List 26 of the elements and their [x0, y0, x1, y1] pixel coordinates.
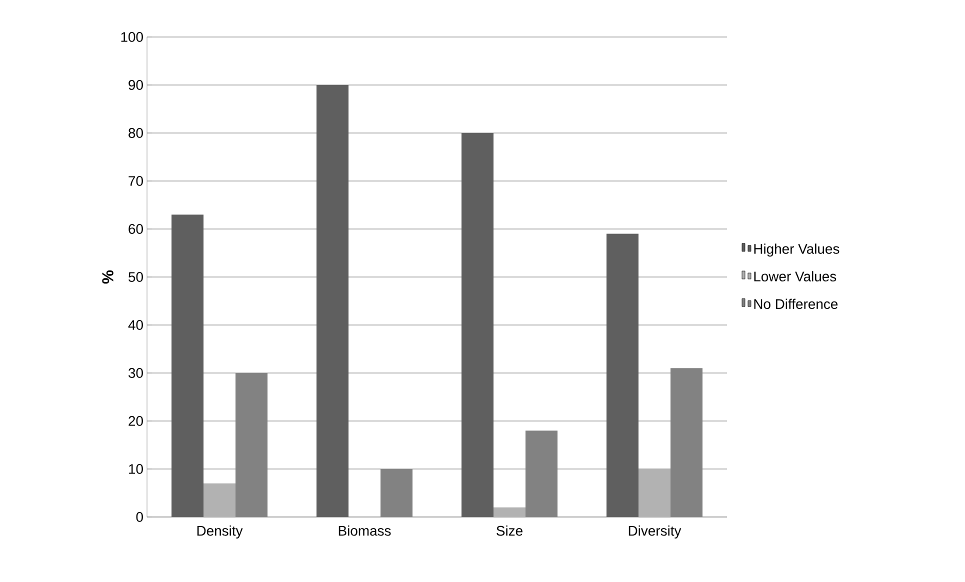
y-tick-label: 100 — [121, 32, 143, 42]
legend-label: Higher Values — [754, 244, 840, 257]
y-tick-label: 80 — [128, 128, 143, 138]
legend-label: Lower Values — [754, 271, 836, 282]
y-tick-label: 60 — [128, 224, 143, 234]
bar — [606, 234, 639, 517]
x-tick-label: Diversity — [628, 526, 682, 538]
y-axis-title: % — [102, 270, 114, 284]
bar — [172, 214, 204, 517]
y-tick-label: 20 — [128, 416, 143, 426]
x-tick-label: Density — [197, 526, 243, 538]
bar — [638, 468, 671, 517]
legend-label: No Difference — [754, 298, 838, 310]
y-tick-label: 90 — [128, 80, 143, 90]
bar — [462, 132, 494, 517]
bar — [316, 84, 349, 517]
bar — [204, 483, 236, 517]
y-tick-label: 30 — [128, 368, 143, 378]
y-tick-label: 70 — [128, 176, 143, 186]
y-tick-label: 0 — [136, 512, 143, 522]
bar — [494, 507, 526, 517]
y-tick-label: 40 — [128, 320, 143, 330]
x-tick-label: Biomass — [338, 526, 391, 536]
y-tick-label: 10 — [129, 464, 143, 474]
y-tick-label: 50 — [128, 272, 143, 282]
x-tick-label: Size — [496, 526, 522, 536]
